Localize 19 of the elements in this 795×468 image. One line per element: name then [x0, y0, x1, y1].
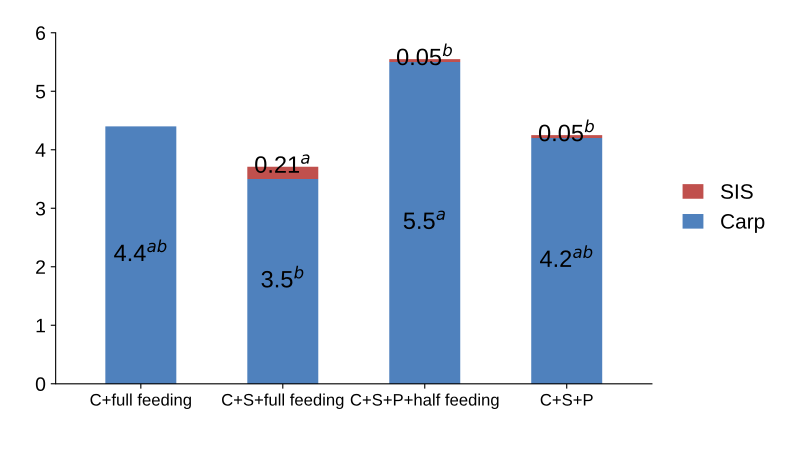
x-tick-label: C+full feeding: [90, 393, 191, 410]
x-tick-label: C+S+P+half feeding: [350, 393, 499, 410]
legend-label: Carp: [721, 214, 764, 233]
bar: [105, 126, 176, 384]
y-tick-label: 0: [36, 377, 46, 391]
y-tick-label: 3: [36, 202, 46, 216]
y-tick-label: 5: [36, 84, 46, 98]
bar: [247, 179, 318, 384]
data-label: 4.4$^{ab}$: [114, 239, 166, 262]
data-label: 5.5$^{a}$: [404, 210, 445, 230]
x-tick-label: C+S+P: [540, 394, 593, 406]
y-tick-label: 1: [36, 318, 45, 332]
x-tick-label: C+S+full feeding: [222, 393, 344, 410]
y-tick-label: 4: [36, 143, 46, 157]
y-tick-label: 2: [36, 260, 45, 274]
legend-label: SIS: [721, 184, 753, 199]
data-label: 4.2$^{ab}$: [540, 245, 592, 267]
data-label: 3.5$^{b}$: [262, 266, 304, 288]
y-tick-label: 6: [36, 26, 46, 40]
